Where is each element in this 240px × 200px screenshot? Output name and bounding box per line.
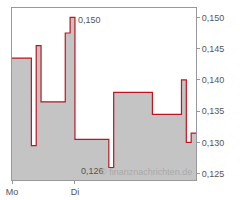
- svg-text:0,130: 0,130: [202, 138, 225, 148]
- svg-text:0,125: 0,125: [202, 169, 225, 179]
- svg-text:0,150: 0,150: [78, 15, 101, 25]
- svg-text:0,126: 0,126: [81, 166, 104, 176]
- svg-text:0,140: 0,140: [202, 75, 225, 85]
- svg-text:0,145: 0,145: [202, 44, 225, 54]
- svg-text:0,150: 0,150: [202, 13, 225, 23]
- svg-text:Di: Di: [71, 187, 80, 197]
- svg-text:Mo: Mo: [6, 187, 19, 197]
- svg-text:© finanznachrichten.de: © finanznachrichten.de: [100, 167, 192, 177]
- svg-text:0,135: 0,135: [202, 106, 225, 116]
